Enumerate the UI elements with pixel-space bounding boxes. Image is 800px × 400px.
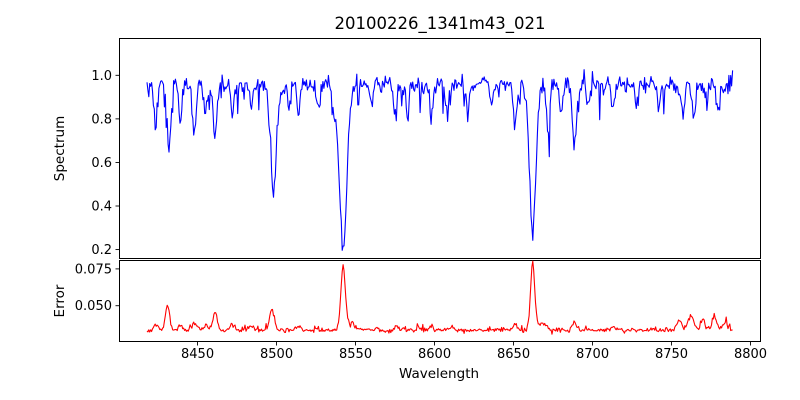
- x-tick-label: 8700: [576, 347, 609, 362]
- error-y-tick-label: 0.050: [75, 299, 112, 314]
- spectrum-y-tick-label: 0.4: [91, 200, 112, 215]
- x-tick-label: 8450: [181, 347, 214, 362]
- spectrum-y-tick-label: 1.0: [91, 69, 112, 84]
- x-tick-label: 8550: [339, 347, 372, 362]
- x-axis-label: Wavelength: [399, 366, 479, 382]
- chart-title: 20100226_1341m43_021: [334, 14, 545, 34]
- x-tick-label: 8500: [260, 347, 293, 362]
- ticks-layer: 1.0 0.8 0.6 0.4 0.2 0.075 0.050 8450 8500 8550 860…: [75, 69, 767, 362]
- spectrum-axes-box: [119, 38, 761, 259]
- spectrum-y-axis-label: Spectrum: [52, 116, 68, 181]
- spectrum-series-line: [146, 69, 734, 251]
- spectrum-y-tick-label: 0.6: [91, 156, 112, 171]
- x-tick-label: 8650: [497, 347, 530, 362]
- spectrum-y-tick-label: 0.2: [91, 243, 112, 258]
- x-tick-label: 8600: [418, 347, 451, 362]
- error-axes-box: [119, 260, 761, 342]
- series-layer: [146, 69, 734, 335]
- spectrum-y-tick-label: 0.8: [91, 112, 112, 127]
- axes-layer: [119, 38, 761, 342]
- error-y-tick-label: 0.075: [75, 262, 112, 277]
- x-tick-label: 8800: [734, 347, 767, 362]
- error-y-axis-label: Error: [52, 284, 68, 317]
- x-tick-label: 8750: [655, 347, 688, 362]
- error-series-line: [146, 260, 733, 335]
